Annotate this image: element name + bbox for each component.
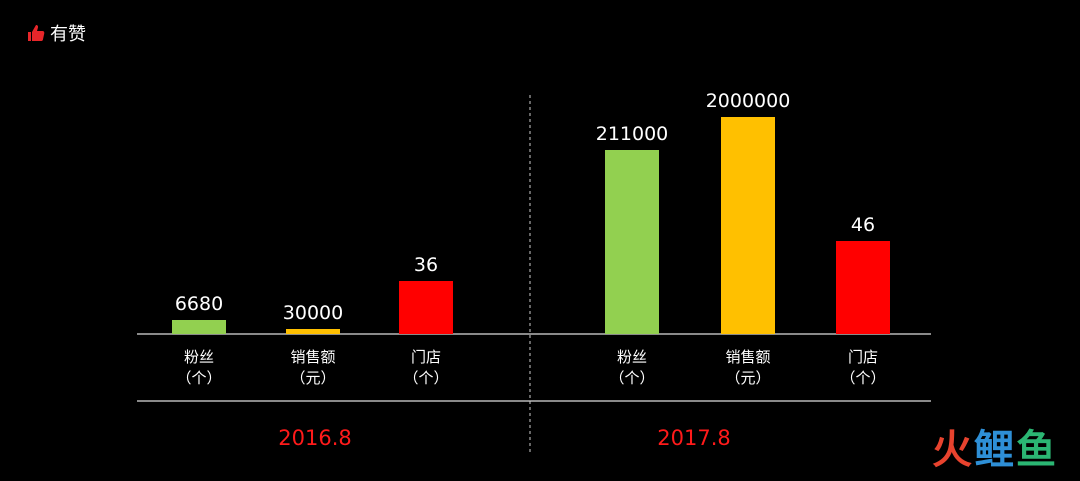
watermark-char: 鲤 [974, 427, 1016, 473]
category-label: 门店 [411, 348, 441, 366]
data-label: 30000 [283, 302, 343, 324]
category-unit-label: （个） [840, 369, 885, 387]
brand-logo: 有赞 [26, 20, 86, 46]
category-unit-label: （个） [176, 369, 221, 387]
bar [399, 281, 453, 334]
bar [286, 329, 340, 334]
period-label: 2016.8 [278, 426, 351, 450]
data-label: 6680 [175, 293, 223, 315]
data-label: 46 [851, 214, 875, 236]
category-label: 粉丝 [184, 348, 214, 366]
data-label: 211000 [596, 123, 669, 145]
watermark-char: 火 [932, 427, 974, 473]
category-unit-label: （个） [609, 369, 654, 387]
category-unit-label: （元） [290, 369, 335, 387]
watermark: 火鲤鱼 [932, 417, 1058, 475]
period-label: 2017.8 [657, 426, 730, 450]
watermark-char: 鱼 [1016, 427, 1058, 473]
category-unit-label: （个） [403, 369, 448, 387]
data-label: 2000000 [706, 90, 791, 112]
brand-name: 有赞 [50, 24, 86, 45]
category-label: 粉丝 [617, 348, 647, 366]
category-label: 门店 [848, 348, 878, 366]
category-label: 销售额 [725, 348, 770, 366]
data-label: 36 [414, 254, 438, 276]
bar [172, 320, 226, 334]
bar [721, 117, 775, 334]
category-unit-label: （元） [725, 369, 770, 387]
bar [836, 241, 890, 334]
bar [605, 150, 659, 334]
thumbs-up-icon [28, 25, 45, 41]
category-label: 销售额 [290, 348, 335, 366]
